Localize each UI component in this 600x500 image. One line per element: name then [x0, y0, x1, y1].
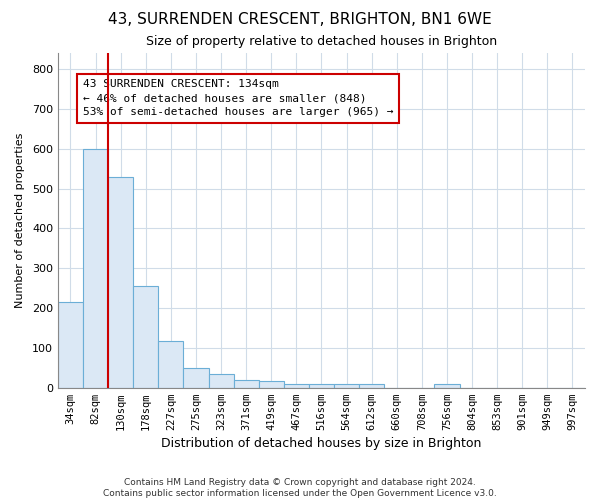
Bar: [284, 384, 309, 388]
Bar: [259, 380, 284, 388]
Bar: [133, 286, 158, 388]
Text: 43 SURRENDEN CRESCENT: 134sqm
← 46% of detached houses are smaller (848)
53% of : 43 SURRENDEN CRESCENT: 134sqm ← 46% of d…: [83, 79, 394, 117]
Bar: [233, 380, 259, 388]
Bar: [184, 368, 209, 388]
Text: 43, SURRENDEN CRESCENT, BRIGHTON, BN1 6WE: 43, SURRENDEN CRESCENT, BRIGHTON, BN1 6W…: [108, 12, 492, 28]
Bar: [334, 384, 359, 388]
Bar: [209, 374, 233, 388]
Bar: [309, 384, 334, 388]
X-axis label: Distribution of detached houses by size in Brighton: Distribution of detached houses by size …: [161, 437, 482, 450]
Bar: [434, 384, 460, 388]
Bar: [83, 149, 108, 388]
Y-axis label: Number of detached properties: Number of detached properties: [15, 133, 25, 308]
Title: Size of property relative to detached houses in Brighton: Size of property relative to detached ho…: [146, 35, 497, 48]
Text: Contains HM Land Registry data © Crown copyright and database right 2024.
Contai: Contains HM Land Registry data © Crown c…: [103, 478, 497, 498]
Bar: [158, 340, 184, 388]
Bar: [359, 384, 384, 388]
Bar: [58, 302, 83, 388]
Bar: [108, 176, 133, 388]
